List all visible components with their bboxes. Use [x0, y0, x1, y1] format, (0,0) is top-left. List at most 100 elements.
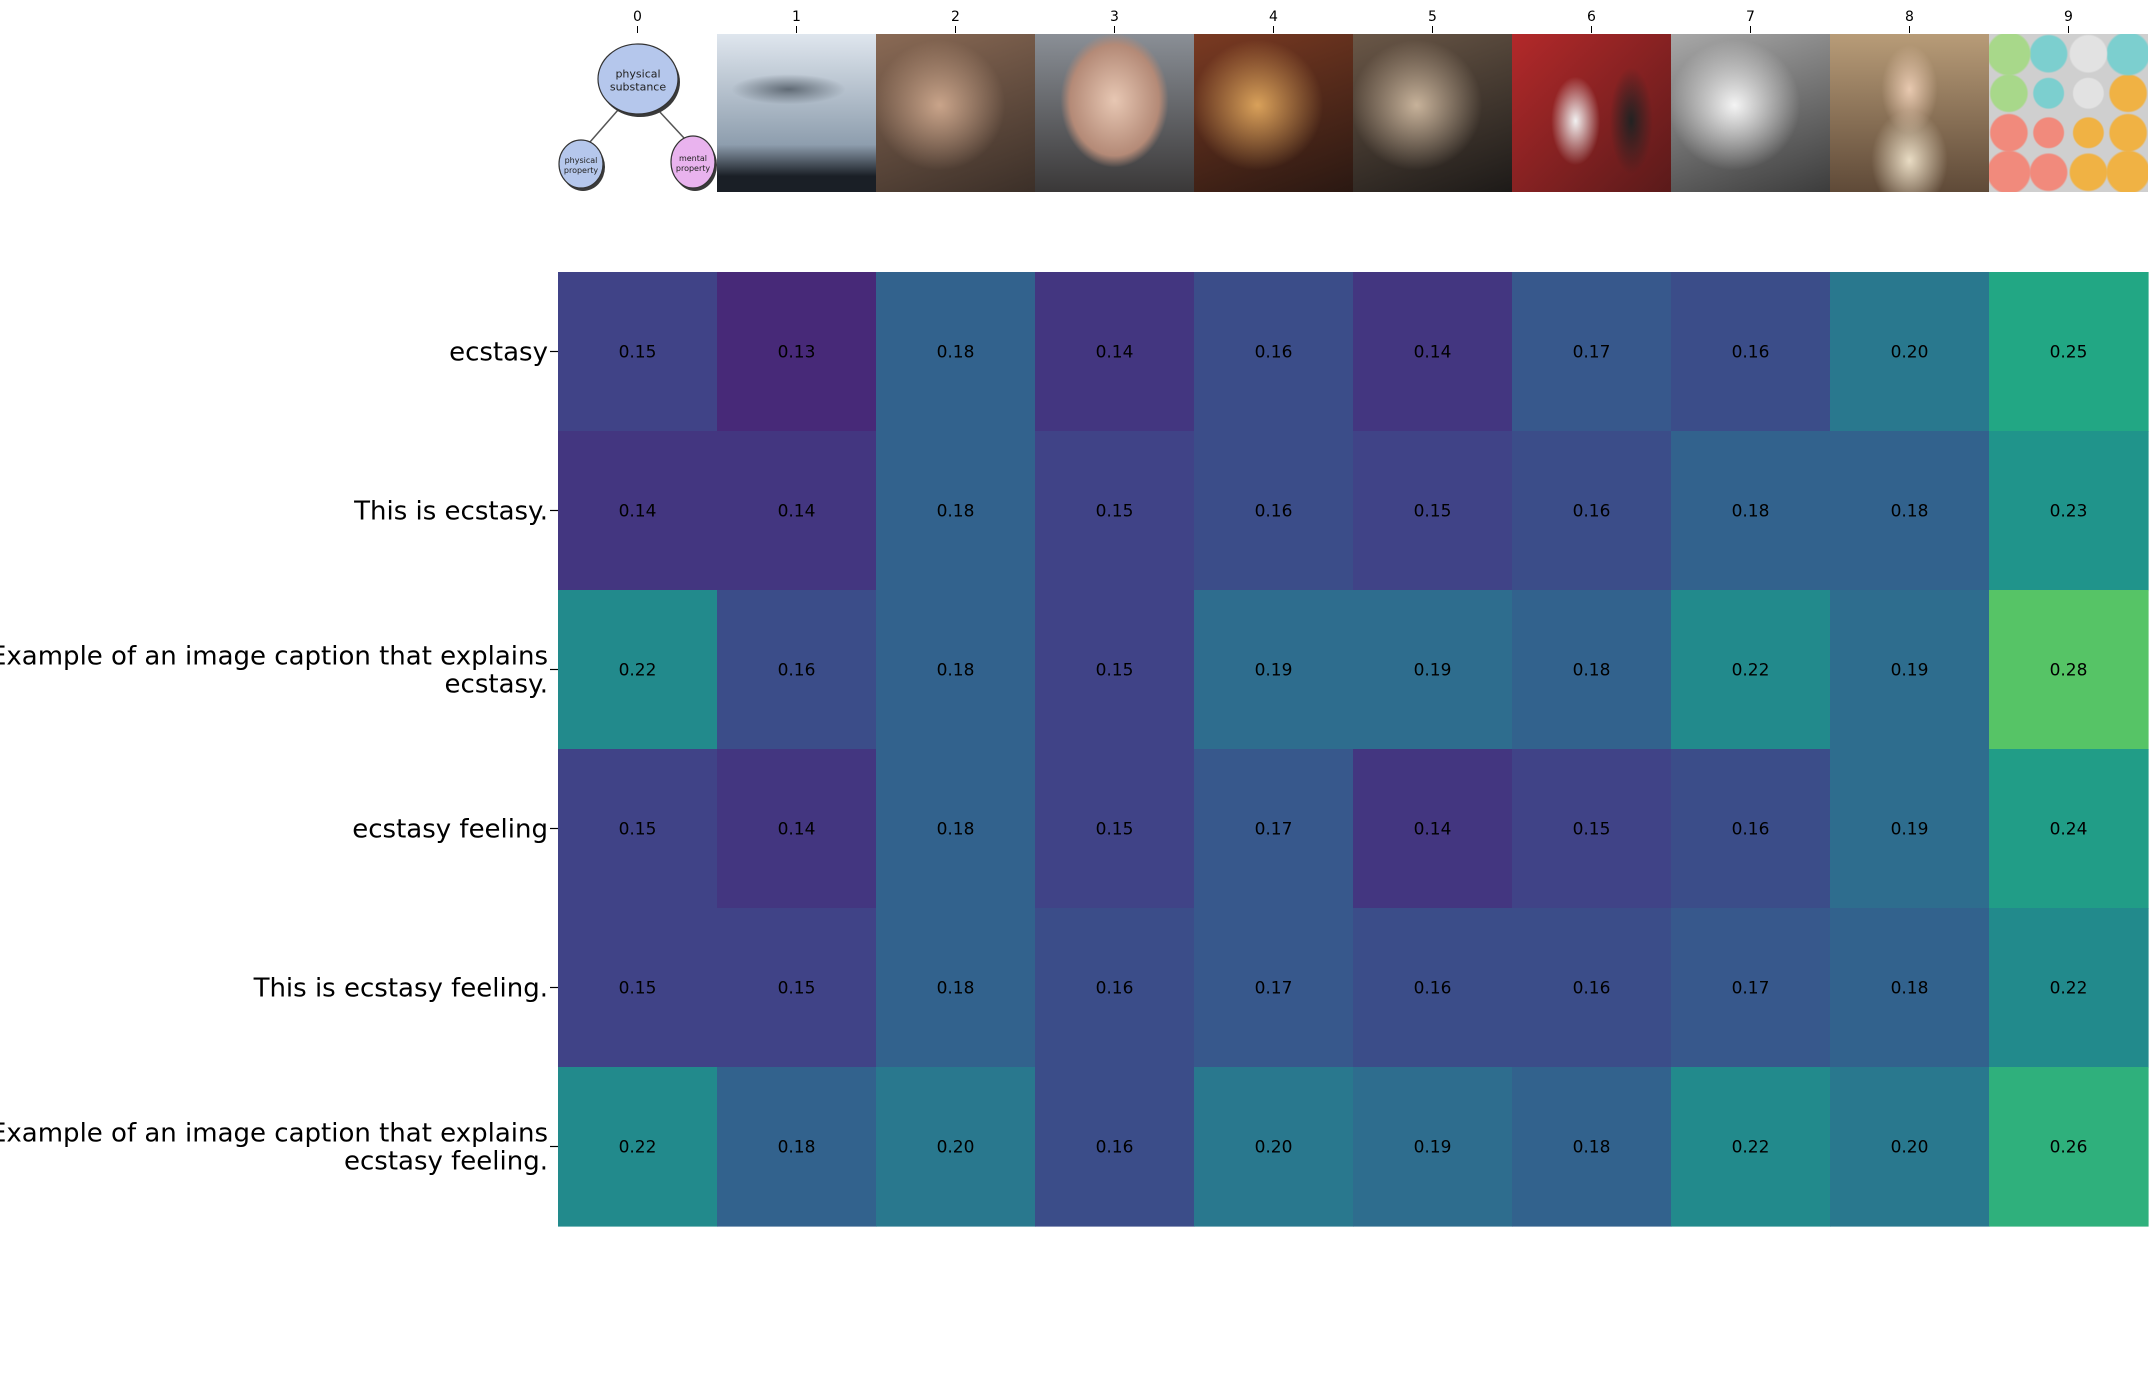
heatmap-cell [1671, 1067, 1831, 1227]
cell-value-label: 0.18 [937, 979, 975, 999]
heatmap-cell [1671, 908, 1831, 1068]
heatmap-cell [1512, 272, 1672, 432]
cell-value-label: 0.18 [937, 343, 975, 363]
cell-value-label: 0.13 [778, 343, 816, 363]
cell-value-label: 0.16 [1255, 343, 1293, 363]
cell-value-label: 0.20 [937, 1138, 975, 1158]
heatmap-cell [1035, 272, 1195, 432]
cell-value-label: 0.20 [1891, 343, 1929, 363]
cell-value-label: 0.18 [937, 820, 975, 840]
heatmap-cell [717, 272, 877, 432]
cell-value-label: 0.19 [1891, 661, 1929, 681]
heatmap-cell [1989, 272, 2149, 432]
x-tick-label: 8 [1905, 9, 1914, 25]
cell-value-label: 0.19 [1255, 661, 1293, 681]
cell-value-label: 0.16 [1096, 979, 1134, 999]
x-tick-label: 2 [951, 9, 960, 25]
cell-value-label: 0.14 [1096, 343, 1134, 363]
heatmap-cell [876, 908, 1036, 1068]
column-image-7 [1671, 34, 1830, 192]
y-tick-label: ecstasy [449, 338, 548, 368]
heatmap-cell [558, 590, 718, 750]
cell-value-label: 0.22 [619, 661, 657, 681]
heatmap-cell [1035, 590, 1195, 750]
column-image-3 [1035, 34, 1194, 192]
cell-value-label: 0.16 [778, 661, 816, 681]
heatmap-cell [717, 749, 877, 909]
cell-value-label: 0.15 [1096, 661, 1134, 681]
heatmap-cell [1353, 749, 1513, 909]
cell-value-label: 0.14 [1414, 820, 1452, 840]
cell-value-label: 0.23 [2050, 502, 2088, 522]
cell-value-label: 0.15 [619, 820, 657, 840]
heatmap-cell [1194, 749, 1354, 909]
heatmap-cell [558, 749, 718, 909]
cell-value-label: 0.18 [1891, 502, 1929, 522]
cell-value-label: 0.18 [937, 661, 975, 681]
heatmap-cell [1035, 1067, 1195, 1227]
heatmap-cell [1353, 431, 1513, 591]
cell-value-label: 0.16 [1732, 343, 1770, 363]
heatmap-cell [1830, 749, 1990, 909]
heatmap-cell [1671, 431, 1831, 591]
x-tick-label: 9 [2064, 9, 2073, 25]
cell-value-label: 0.24 [2050, 820, 2088, 840]
cell-value-label: 0.15 [1096, 820, 1134, 840]
heatmap-cell [1353, 1067, 1513, 1227]
heatmap-cell [1989, 1067, 2149, 1227]
cell-value-label: 0.18 [937, 502, 975, 522]
x-tick-label: 3 [1110, 9, 1119, 25]
heatmap-cell [1353, 272, 1513, 432]
cell-value-label: 0.16 [1573, 502, 1611, 522]
heatmap-cell [1830, 431, 1990, 591]
cell-value-label: 0.15 [619, 979, 657, 999]
heatmap-cell [558, 908, 718, 1068]
heatmap-cell [717, 908, 877, 1068]
heatmap-cell [1830, 908, 1990, 1068]
heatmap-cell [1512, 1067, 1672, 1227]
heatmap-cell [1512, 431, 1672, 591]
cell-value-label: 0.19 [1891, 820, 1929, 840]
heatmap-cell [1989, 590, 2149, 750]
cell-value-label: 0.14 [778, 820, 816, 840]
cell-value-label: 0.16 [1732, 820, 1770, 840]
heatmap-cell [876, 431, 1036, 591]
cell-value-label: 0.14 [778, 502, 816, 522]
cell-value-label: 0.14 [619, 502, 657, 522]
heatmap-cell [1989, 431, 2149, 591]
cell-value-label: 0.18 [778, 1138, 816, 1158]
cell-value-label: 0.17 [1255, 820, 1293, 840]
heatmap-cell [717, 1067, 877, 1227]
heatmap-cell [1035, 908, 1195, 1068]
cell-value-label: 0.17 [1573, 343, 1611, 363]
heatmap-cell [1194, 1067, 1354, 1227]
heatmap-cell [1671, 590, 1831, 750]
cell-value-label: 0.17 [1732, 979, 1770, 999]
heatmap-cell [1035, 749, 1195, 909]
cell-value-label: 0.15 [619, 343, 657, 363]
cell-value-label: 0.25 [2050, 343, 2088, 363]
heatmap-cell [1353, 590, 1513, 750]
x-tick-label: 6 [1587, 9, 1596, 25]
cell-value-label: 0.19 [1414, 1138, 1452, 1158]
cell-value-label: 0.16 [1255, 502, 1293, 522]
heatmap-cell [1830, 1067, 1990, 1227]
cell-value-label: 0.15 [778, 979, 816, 999]
y-tick-label: This is ecstasy. [353, 497, 548, 527]
heatmap-cell [1989, 908, 2149, 1068]
cell-value-label: 0.16 [1414, 979, 1452, 999]
heatmap-cell [1989, 749, 2149, 909]
heatmap-cell [1512, 749, 1672, 909]
x-tick-label: 7 [1746, 9, 1755, 25]
cell-value-label: 0.17 [1255, 979, 1293, 999]
heatmap-cell [1512, 590, 1672, 750]
cell-value-label: 0.14 [1414, 343, 1452, 363]
cell-value-label: 0.22 [619, 1138, 657, 1158]
cell-value-label: 0.15 [1096, 502, 1134, 522]
x-tick-label: 1 [792, 9, 801, 25]
column-image-diagram: physical substance physical property mental p… [558, 43, 717, 191]
heatmap-cell [1671, 749, 1831, 909]
heatmap-cell [717, 590, 877, 750]
